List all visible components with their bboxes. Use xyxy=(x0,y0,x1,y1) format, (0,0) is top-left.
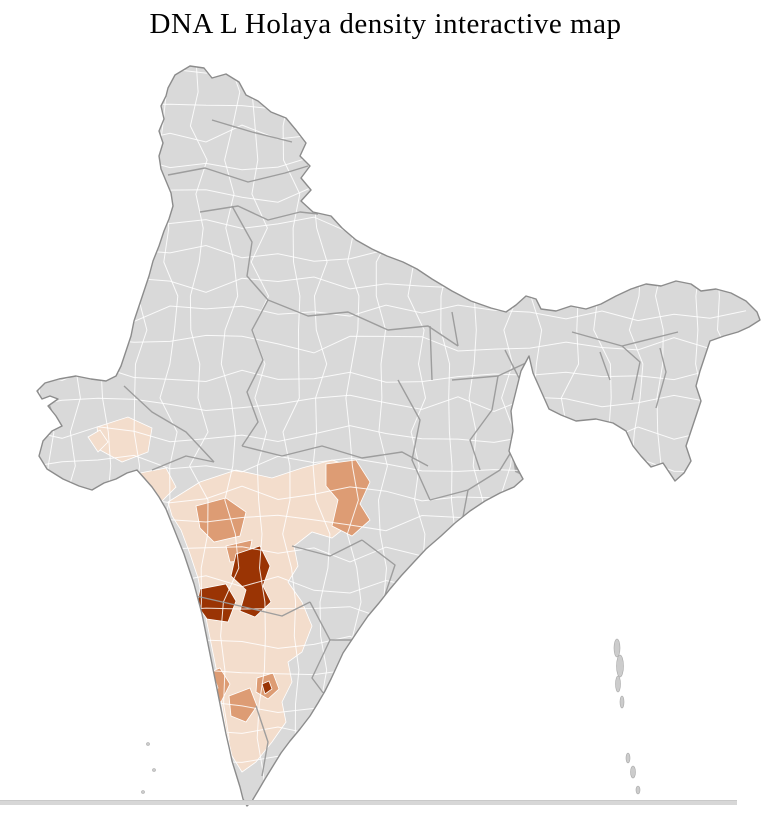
map-title: DNA L Holaya density interactive map xyxy=(149,8,622,40)
district-shape-mid-density[interactable] xyxy=(228,687,258,723)
nicobar-island[interactable] xyxy=(625,752,631,764)
andaman-island[interactable] xyxy=(615,675,621,693)
nicobar-island[interactable] xyxy=(630,765,636,779)
islands-layer xyxy=(141,638,641,795)
andaman-island[interactable] xyxy=(619,695,625,709)
state-borders-layer xyxy=(123,119,679,777)
lakshadweep-island[interactable] xyxy=(152,768,156,772)
andaman-island[interactable] xyxy=(613,638,621,658)
district-shape-low-density[interactable] xyxy=(87,429,109,453)
district-shape-high-density[interactable] xyxy=(230,545,272,618)
nicobar-island[interactable] xyxy=(635,785,641,795)
district-shape-mid-density[interactable] xyxy=(325,459,371,537)
lakshadweep-island[interactable] xyxy=(146,742,150,746)
bottom-divider xyxy=(0,800,737,805)
lakshadweep-island[interactable] xyxy=(141,790,145,794)
andaman-island[interactable] xyxy=(616,654,624,678)
district-shape-high-density[interactable] xyxy=(261,680,273,695)
